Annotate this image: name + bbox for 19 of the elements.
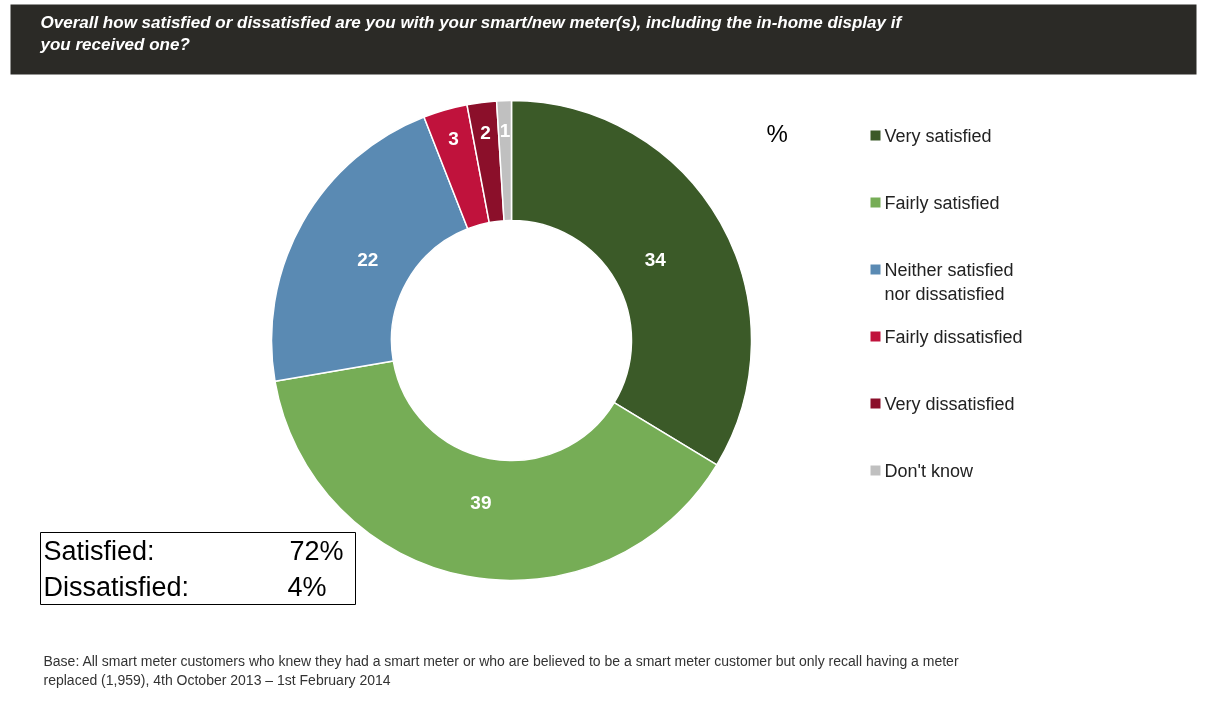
text: Base: All smart meter customers who knew they had a smart meter or who are believed to be a smart meter customer but only recall having a meter replaced (1,959), 4th October 2013 – 1st February 2014: [43, 652, 959, 688]
text: %: [766, 120, 788, 147]
chart-title: Overall how satisfied or dissatisfied are you with your smart/new meter(s), including the in-home display if you received one?: [39, 12, 904, 55]
legend-label: Fairly satisfied: [884, 192, 1000, 213]
legend-label: Very satisfied: [884, 125, 992, 146]
data-label: 34: [644, 248, 667, 270]
legend-label: Fairly dissatisfied: [884, 326, 1023, 347]
legend-label: Neither satisfied nor dissatisfied: [884, 259, 1014, 304]
legend-label: Very dissatisfied: [884, 393, 1015, 414]
data-label: 39: [470, 492, 492, 514]
text: Dissatisfied:: [43, 571, 190, 602]
data-label: 2: [480, 121, 491, 143]
data-label: 1: [499, 120, 511, 142]
text: Satisfied:: [43, 535, 155, 566]
legend-label: Don't know: [884, 460, 974, 481]
data-label: 22: [357, 248, 379, 270]
data-label: 3: [448, 128, 459, 150]
text: 4%: [287, 571, 327, 602]
text: 72%: [289, 535, 344, 566]
